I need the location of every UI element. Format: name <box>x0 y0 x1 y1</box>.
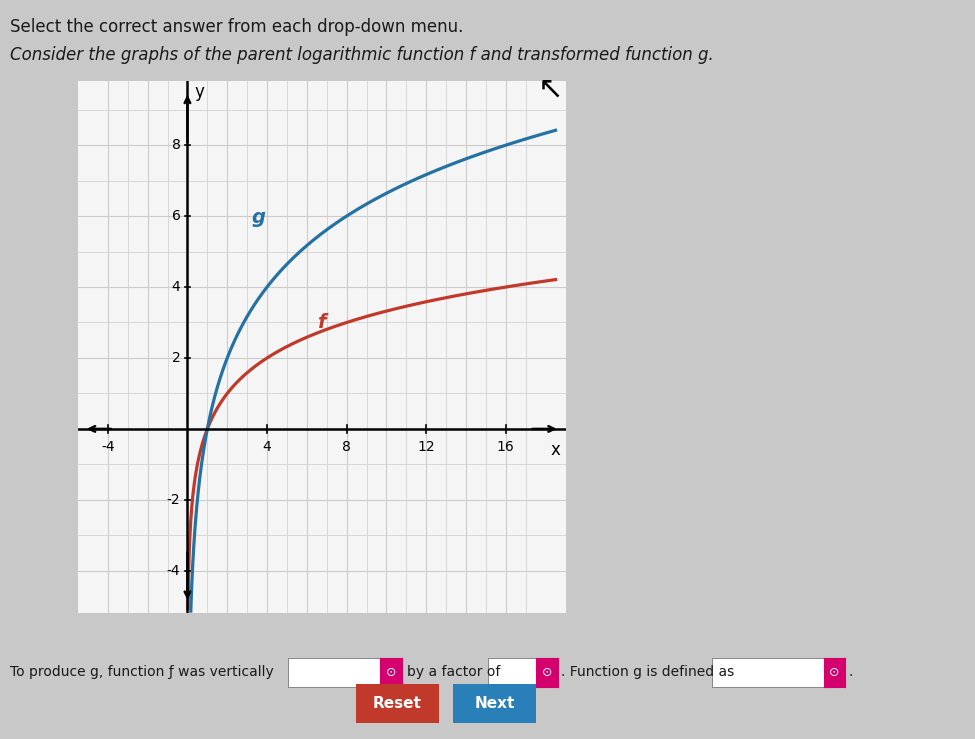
Text: -4: -4 <box>101 440 115 454</box>
Text: -2: -2 <box>167 493 180 507</box>
Text: 8: 8 <box>342 440 351 454</box>
Text: ⊙: ⊙ <box>542 666 552 679</box>
Text: f: f <box>317 313 326 332</box>
Text: y: y <box>194 83 205 101</box>
Text: 4: 4 <box>262 440 271 454</box>
Text: . Function g is defined as: . Function g is defined as <box>561 666 734 679</box>
Text: 6: 6 <box>172 209 180 223</box>
Text: Reset: Reset <box>372 696 422 711</box>
Text: To produce g, function ƒ was vertically: To produce g, function ƒ was vertically <box>10 666 274 679</box>
Text: ⊙: ⊙ <box>386 666 396 679</box>
Text: 16: 16 <box>497 440 515 454</box>
Text: ⊙: ⊙ <box>830 666 839 679</box>
Text: 8: 8 <box>172 138 180 152</box>
Text: by a factor of: by a factor of <box>407 666 500 679</box>
Text: Next: Next <box>475 696 515 711</box>
Text: g: g <box>252 208 265 227</box>
Text: -4: -4 <box>167 564 180 578</box>
Text: Select the correct answer from each drop-down menu.: Select the correct answer from each drop… <box>10 18 463 36</box>
Text: 2: 2 <box>172 351 180 365</box>
Text: 12: 12 <box>417 440 435 454</box>
Text: ↖: ↖ <box>538 74 564 103</box>
Text: Consider the graphs of the parent logarithmic function f and transformed functio: Consider the graphs of the parent logari… <box>10 46 714 64</box>
Text: .: . <box>848 666 852 679</box>
Text: x: x <box>551 441 561 460</box>
Text: 4: 4 <box>172 280 180 294</box>
